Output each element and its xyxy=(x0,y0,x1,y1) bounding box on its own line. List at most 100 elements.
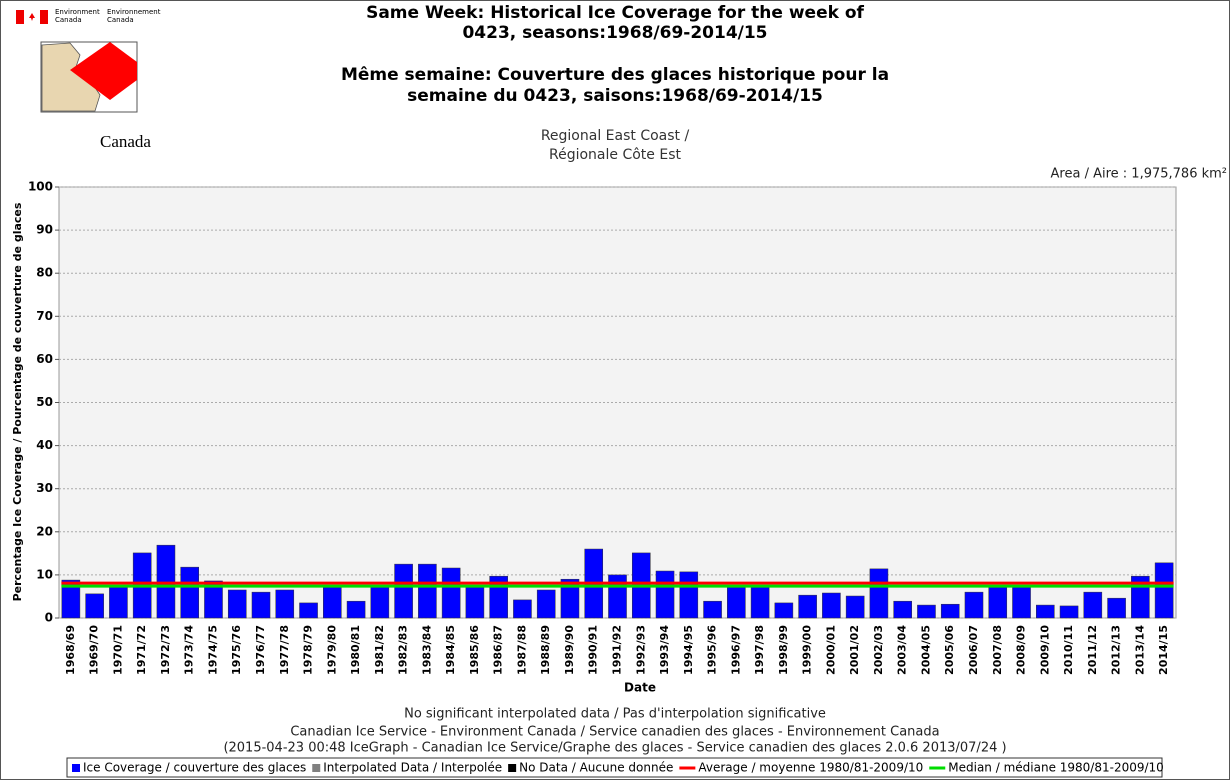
legend-label: No Data / Aucune donnée xyxy=(519,761,673,775)
bar xyxy=(845,595,865,619)
x-tick-label: 1969/70 xyxy=(88,625,101,675)
x-tick-label: 1970/71 xyxy=(111,625,124,675)
y-tick-label: 0 xyxy=(45,611,53,625)
x-tick-label: 1971/72 xyxy=(135,625,148,675)
bar xyxy=(227,589,247,619)
bar xyxy=(109,586,128,619)
y-tick-label: 50 xyxy=(36,395,53,409)
x-tick-label: 1973/74 xyxy=(183,625,196,675)
x-tick-label: 2002/03 xyxy=(872,625,885,675)
y-tick-label: 10 xyxy=(36,567,53,581)
x-tick-label: 2006/07 xyxy=(967,625,980,675)
legend-swatch xyxy=(312,764,321,772)
bar xyxy=(180,566,199,619)
legend xyxy=(66,757,1163,778)
bar xyxy=(394,563,413,619)
x-tick-label: 1978/79 xyxy=(302,625,315,675)
bar xyxy=(323,586,342,619)
legend-swatch xyxy=(508,764,517,772)
bar xyxy=(346,600,366,619)
x-tick-label: 1992/93 xyxy=(634,625,647,675)
subtitle: Regional East Coast / xyxy=(541,128,690,144)
x-tick-label: 2000/01 xyxy=(824,625,837,675)
region-map xyxy=(40,41,138,113)
x-tick-label: 1974/75 xyxy=(206,625,219,675)
bar xyxy=(204,580,223,619)
y-tick-label: 80 xyxy=(36,266,53,280)
bar xyxy=(61,579,81,619)
x-tick-label: 2010/11 xyxy=(1062,625,1075,675)
x-tick-label: 1979/80 xyxy=(325,625,338,675)
x-tick-label: 1994/95 xyxy=(682,625,695,675)
bar xyxy=(608,574,627,619)
title: Same Week: Historical Ice Coverage for t… xyxy=(366,3,864,23)
bar xyxy=(441,567,461,619)
x-tick-label: 1998/99 xyxy=(777,625,790,675)
bar xyxy=(275,589,295,619)
dept-text: Environnement xyxy=(107,8,161,16)
x-tick-label: 1988/89 xyxy=(539,625,552,675)
x-tick-label: 1999/00 xyxy=(801,625,814,675)
bar xyxy=(156,544,176,619)
dept-text: Canada xyxy=(107,16,134,24)
bar xyxy=(536,589,556,619)
bar xyxy=(1154,562,1174,619)
x-tick-label: 2011/12 xyxy=(1086,625,1099,675)
y-axis-label: Percentage Ice Coverage / Pourcentage de… xyxy=(11,202,24,601)
x-tick-label: 1984/85 xyxy=(444,625,457,675)
legend-label: Ice Coverage / couverture des glaces xyxy=(83,761,306,775)
x-tick-label: 1986/87 xyxy=(492,625,505,675)
bar xyxy=(418,563,437,619)
y-tick-label: 60 xyxy=(36,352,53,366)
bar xyxy=(988,585,1008,619)
y-tick-label: 90 xyxy=(36,223,53,237)
bar xyxy=(917,604,936,619)
footer: (2015-04-23 00:48 IceGraph - Canadian Ic… xyxy=(223,741,1006,756)
maple-leaf xyxy=(29,13,35,21)
bar xyxy=(1059,605,1079,619)
x-tick-label: 2009/10 xyxy=(1038,625,1051,675)
x-tick-label: 1983/84 xyxy=(420,625,433,675)
footer: Canadian Ice Service - Environment Canad… xyxy=(290,725,939,740)
wordmark: Canada xyxy=(100,132,151,151)
footer: No significant interpolated data / Pas d… xyxy=(404,707,826,722)
area-note: Area / Aire : 1,975,786 km² xyxy=(1051,167,1227,182)
x-tick-label: 1975/76 xyxy=(230,625,243,675)
x-tick-label: 2012/13 xyxy=(1110,625,1123,675)
flag-bar xyxy=(16,10,24,24)
bar xyxy=(251,591,271,619)
bar xyxy=(727,586,746,619)
x-tick-label: 1976/77 xyxy=(254,625,267,675)
x-tick-label: 2008/09 xyxy=(1015,625,1028,675)
legend-label: Interpolated Data / Interpolée xyxy=(323,761,502,775)
bar xyxy=(560,578,580,619)
x-tick-label: 1990/91 xyxy=(587,625,600,675)
bar xyxy=(679,571,699,619)
y-tick-label: 70 xyxy=(36,309,53,323)
dept-text: Canada xyxy=(55,16,82,24)
bar xyxy=(1083,591,1103,619)
legend-label: Average / moyenne 1980/81-2009/10 xyxy=(698,761,923,775)
bar xyxy=(465,586,485,619)
bar xyxy=(750,586,770,619)
bar xyxy=(964,591,984,619)
bar xyxy=(1107,597,1126,619)
x-tick-label: 1968/69 xyxy=(64,625,77,675)
x-tick-label: 2013/14 xyxy=(1133,625,1146,675)
plot-area xyxy=(58,186,1177,619)
bar xyxy=(774,602,794,619)
x-tick-label: 1987/88 xyxy=(515,625,528,675)
x-tick-label: 1982/83 xyxy=(397,625,410,675)
x-tick-label: 2003/04 xyxy=(896,625,909,675)
x-tick-label: 1997/98 xyxy=(753,625,766,675)
x-tick-label: 1996/97 xyxy=(729,625,742,675)
bar xyxy=(893,600,912,619)
y-tick-label: 20 xyxy=(36,524,53,538)
bar xyxy=(798,594,817,619)
bar xyxy=(869,568,889,619)
y-tick-label: 40 xyxy=(36,438,53,452)
dept-text: Environment xyxy=(55,8,100,16)
y-tick-label: 100 xyxy=(28,180,53,194)
bar xyxy=(370,586,390,619)
